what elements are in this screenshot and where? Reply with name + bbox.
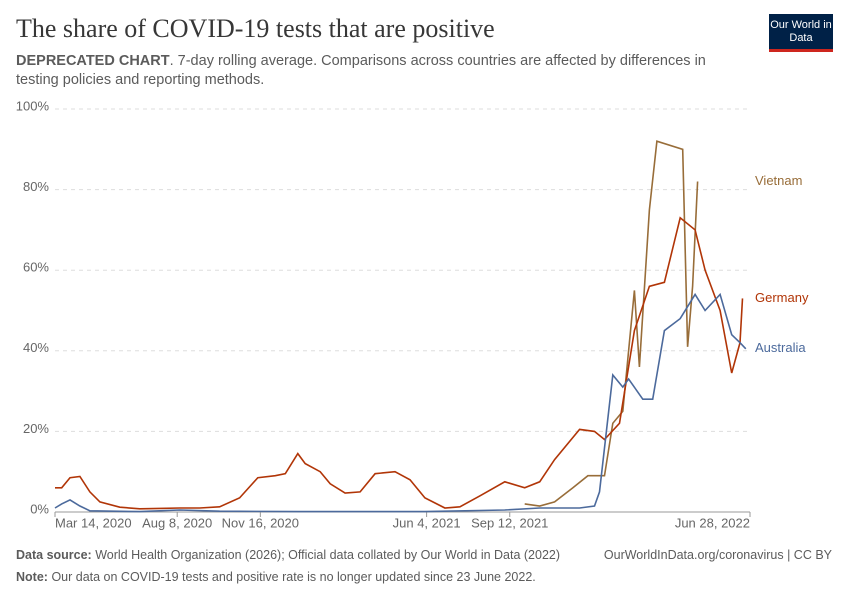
x-tick-label: Jun 4, 2021 — [393, 515, 461, 530]
y-tick-label: 40% — [23, 340, 49, 355]
note-text: Our data on COVID-19 tests and positive … — [51, 570, 536, 584]
logo[interactable]: Our World in Data — [769, 14, 833, 52]
x-tick-label: Mar 14, 2020 — [55, 515, 132, 530]
y-tick-label: 20% — [23, 421, 49, 436]
source: Data source: World Health Organization (… — [16, 548, 560, 562]
series-label: Australia — [755, 340, 806, 355]
source-text: World Health Organization (2026); Offici… — [95, 548, 561, 562]
y-tick-label: 0% — [30, 501, 49, 516]
y-tick-label: 100% — [16, 98, 50, 113]
note-label: Note: — [16, 570, 48, 584]
source-label: Data source: — [16, 548, 92, 562]
subtitle-text: . 7-day rolling average. Comparisons acr… — [16, 53, 706, 88]
chart: 0% 20% 40% 60% 80% 100% Mar 14, 2020 Aug 8, 202… — [16, 98, 809, 530]
x-tick-label: Nov 16, 2020 — [222, 515, 299, 530]
link[interactable]: OurWorldInData.org/coronavirus | CC BY — [603, 548, 832, 562]
y-tick-label: 60% — [23, 260, 49, 275]
note: Note: Our data on COVID-19 tests and pos… — [16, 570, 536, 584]
x-tick-label: Jun 28, 2022 — [675, 515, 750, 530]
chart-title: The share of COVID-19 tests that are pos… — [16, 14, 495, 43]
series-label: Germany — [755, 290, 809, 305]
series-label: Vietnam — [755, 173, 802, 188]
x-tick-label: Sep 12, 2021 — [471, 515, 548, 530]
series-line — [54, 292, 747, 513]
x-tick-label: Aug 8, 2020 — [142, 515, 212, 530]
subtitle-lead: DEPRECATED CHART — [16, 53, 170, 69]
series-line — [55, 216, 744, 510]
series-line — [524, 140, 699, 507]
y-tick-label: 80% — [23, 179, 49, 194]
subtitle: DEPRECATED CHART. 7-day rolling average.… — [16, 52, 736, 90]
